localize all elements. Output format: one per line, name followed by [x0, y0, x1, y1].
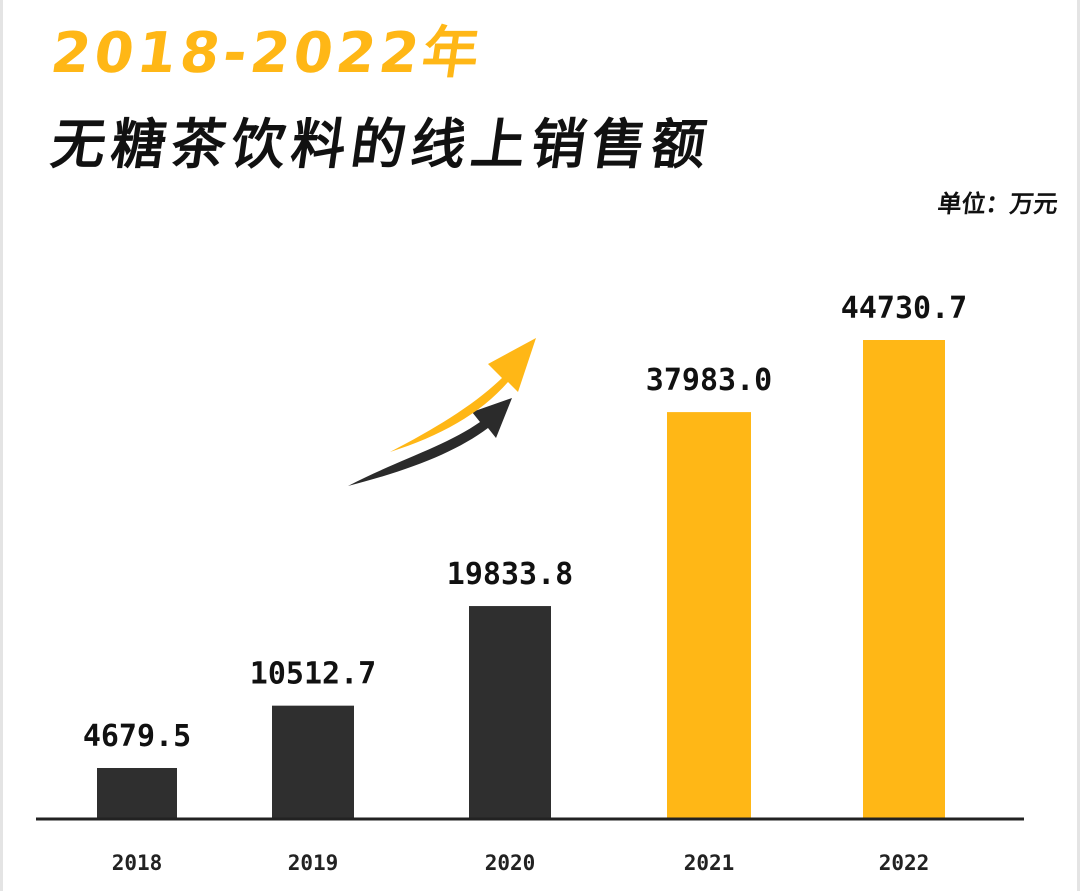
- bar-2019: [272, 705, 354, 818]
- value-label-2021: 37983.0: [646, 363, 772, 398]
- x-tick-label-2018: 2018: [112, 851, 163, 875]
- x-tick-label-2022: 2022: [879, 851, 930, 875]
- value-label-2020: 19833.8: [447, 557, 573, 592]
- bar-2020: [469, 606, 551, 818]
- bar-2022: [863, 340, 945, 818]
- value-label-2018: 4679.5: [83, 719, 191, 754]
- x-tick-label-2020: 2020: [485, 851, 536, 875]
- growth-arrows-icon: [348, 338, 536, 486]
- dark-arrow-shape: [348, 398, 512, 486]
- bar-2018: [97, 767, 177, 818]
- frame-left-edge: [0, 0, 3, 891]
- x-tick-label-2021: 2021: [684, 851, 735, 875]
- value-label-2019: 10512.7: [250, 657, 376, 692]
- value-label-2022: 44730.7: [841, 291, 967, 326]
- x-tick-label-2019: 2019: [288, 851, 339, 875]
- bar-2021: [667, 412, 751, 818]
- frame-right-edge: [1077, 0, 1080, 891]
- yellow-arrow-shape: [390, 338, 536, 452]
